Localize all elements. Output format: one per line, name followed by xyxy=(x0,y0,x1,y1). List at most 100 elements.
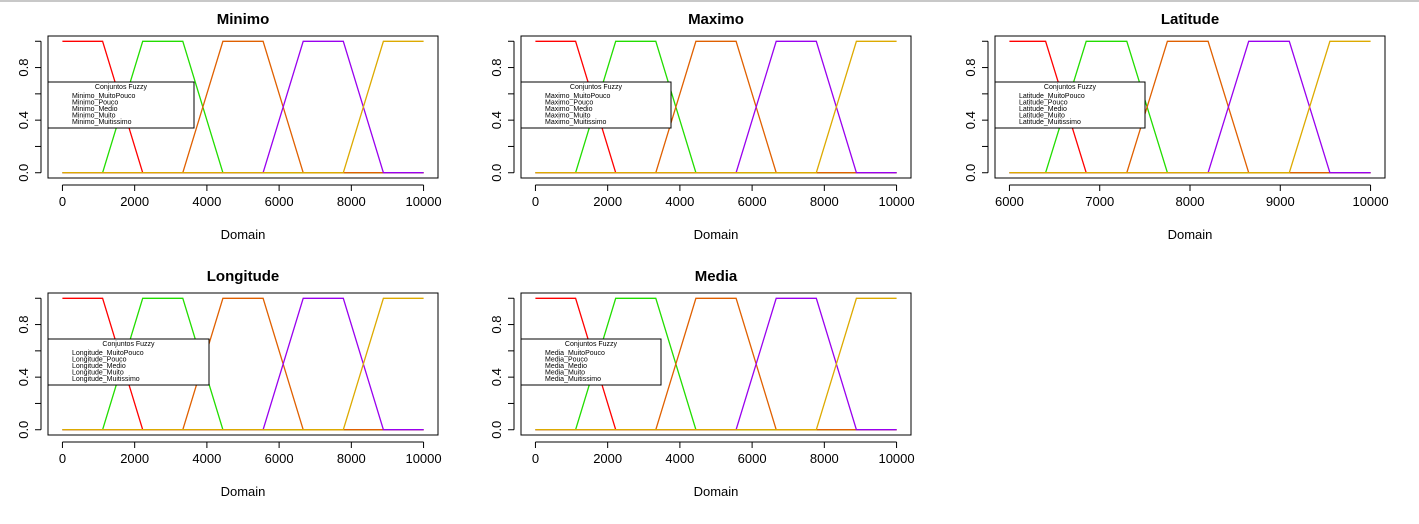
legend-entry: Media_Muitissimo xyxy=(545,376,601,383)
x-tick-label: 8000 xyxy=(1176,194,1205,209)
chart-panel-3: Latitude 6000 7000 8000 9000 10000 Domain 0.0 0.… xyxy=(963,11,1389,242)
x-tick-label: 6000 xyxy=(265,451,294,466)
chart-panel-2: Maximo 0 2000 4000 6000 8000 10000 Domain 0.0 0.4… xyxy=(489,11,915,242)
legend: Conjuntos Fuzzy Minimo_MuitoPoucoMinimo_P… xyxy=(47,81,195,129)
legend-entry: Latitude_Medio xyxy=(1019,106,1067,113)
y-tick-label: 0.4 xyxy=(16,111,31,129)
x-tick-label: 6000 xyxy=(738,194,767,209)
y-tick-label: 0.0 xyxy=(489,164,504,182)
legend-entry: Longitude_Medio xyxy=(72,363,126,370)
x-tick-label: 8000 xyxy=(337,194,366,209)
x-tick-label: 0 xyxy=(532,451,539,466)
x-tick-label: 2000 xyxy=(120,194,149,209)
legend-entry: Latitude_Pouco xyxy=(1019,100,1068,107)
legend-title: Conjuntos Fuzzy xyxy=(565,341,618,348)
legend-entry: Longitude_Pouco xyxy=(72,357,127,364)
legend-box xyxy=(994,81,1146,129)
y-tick-label: 0.0 xyxy=(963,164,978,182)
legend-entry: Maximo_MuitoPouco xyxy=(545,93,610,100)
legend-entry: Minimo_Muito xyxy=(72,113,116,120)
x-tick-label: 10000 xyxy=(878,451,914,466)
series-line-5 xyxy=(62,297,424,431)
x-tick-label: 8000 xyxy=(337,451,366,466)
legend-entry: Latitude_MuitoPouco xyxy=(1019,93,1085,100)
chart-title: Minimo xyxy=(217,11,270,28)
x-tick-label: 0 xyxy=(59,194,66,209)
chart-title: Longitude xyxy=(207,268,279,285)
legend: Conjuntos FuzzyLatitude_MuitoPoucoLatitu… xyxy=(994,81,1146,129)
legend-title: Conjuntos Fuzzy xyxy=(570,84,623,91)
legend-title: Conjuntos Fuzzy xyxy=(95,84,148,91)
y-tick-label: 0.4 xyxy=(963,111,978,129)
legend-entry: Maximo_Pouco xyxy=(545,100,593,107)
x-tick-label: 4000 xyxy=(192,451,221,466)
x-tick-label: 8000 xyxy=(810,451,839,466)
legend: Conjuntos Fuzzy Maximo_MuitoPoucoMaximo_P… xyxy=(520,81,672,129)
y-tick-label: 0.8 xyxy=(489,316,504,334)
x-tick-label: 6000 xyxy=(265,194,294,209)
x-axis-label: Domain xyxy=(1168,227,1213,242)
chart-title: Maximo xyxy=(688,11,744,28)
x-tick-label: 2000 xyxy=(120,451,149,466)
x-tick-label: 4000 xyxy=(665,194,694,209)
x-tick-label: 0 xyxy=(532,194,539,209)
x-axis-label: Domain xyxy=(221,484,266,499)
x-tick-label: 10000 xyxy=(405,194,441,209)
legend-entry: Latitude_Muitissimo xyxy=(1019,119,1081,126)
x-tick-label: 4000 xyxy=(192,194,221,209)
legend: Conjuntos FuzzyLongitude_MuitoPoucoLongi… xyxy=(47,338,210,386)
legend-title: Conjuntos Fuzzy xyxy=(102,341,155,348)
chart-panel-4: Longitude 0 2000 4000 6000 8000 10000 Domain 0.0… xyxy=(16,268,442,499)
y-tick-label: 0.4 xyxy=(16,368,31,386)
x-tick-label: 10000 xyxy=(405,451,441,466)
y-tick-label: 0.8 xyxy=(16,316,31,334)
series-line-5 xyxy=(1009,40,1371,174)
y-tick-label: 0.0 xyxy=(16,164,31,182)
y-tick-label: 0.4 xyxy=(489,111,504,129)
x-tick-label: 2000 xyxy=(593,451,622,466)
x-tick-label: 8000 xyxy=(810,194,839,209)
chart-title: Media xyxy=(695,268,738,285)
legend-entry: Minimo_Medio xyxy=(72,106,118,113)
y-tick-label: 0.8 xyxy=(489,59,504,77)
legend-box xyxy=(47,338,210,386)
x-tick-label: 7000 xyxy=(1085,194,1114,209)
x-tick-label: 0 xyxy=(59,451,66,466)
x-tick-label: 4000 xyxy=(665,451,694,466)
legend-entry: Media_Medio xyxy=(545,363,587,370)
legend-box xyxy=(47,81,195,129)
legend-box xyxy=(520,338,662,386)
legend-entry: Minimo_Pouco xyxy=(72,100,118,107)
x-tick-label: 9000 xyxy=(1266,194,1295,209)
series-line-5 xyxy=(535,40,897,174)
y-tick-label: 0.4 xyxy=(489,368,504,386)
legend: Conjuntos Fuzzy Media_MuitoPoucoMedia_Pou… xyxy=(520,338,662,386)
legend-entry: Maximo_Muito xyxy=(545,113,591,120)
x-tick-label: 10000 xyxy=(878,194,914,209)
legend-entry: Latitude_Muito xyxy=(1019,113,1065,120)
legend-entry: Media_MuitoPouco xyxy=(545,350,605,357)
y-tick-label: 0.8 xyxy=(16,59,31,77)
x-axis-label: Domain xyxy=(221,227,266,242)
legend-entry: Longitude_Muito xyxy=(72,370,124,377)
window-top-border xyxy=(0,0,1419,2)
y-tick-label: 0.0 xyxy=(16,421,31,439)
legend-entry: Media_Pouco xyxy=(545,357,588,364)
series-line-5 xyxy=(535,297,897,431)
x-tick-label: 6000 xyxy=(738,451,767,466)
y-tick-label: 0.0 xyxy=(489,421,504,439)
legend-entry: Maximo_Muitissimo xyxy=(545,119,607,126)
legend-entry: Minimo_MuitoPouco xyxy=(72,93,136,100)
x-tick-label: 10000 xyxy=(1352,194,1388,209)
legend-entry: Maximo_Medio xyxy=(545,106,593,113)
legend-entry: Longitude_Muitissimo xyxy=(72,376,140,383)
legend-box xyxy=(520,81,672,129)
legend-title: Conjuntos Fuzzy xyxy=(1044,84,1097,91)
legend-entry: Media_Muito xyxy=(545,370,585,377)
chart-panel-1: Minimo 0 2000 4000 6000 8000 10000 Domain 0.0 0.4… xyxy=(16,11,442,242)
x-tick-label: 2000 xyxy=(593,194,622,209)
series-line-5 xyxy=(62,40,424,174)
x-tick-label: 6000 xyxy=(995,194,1024,209)
chart-panel-5: Media 0 2000 4000 6000 8000 10000 Domain 0.0 0.4 0… xyxy=(489,268,915,499)
